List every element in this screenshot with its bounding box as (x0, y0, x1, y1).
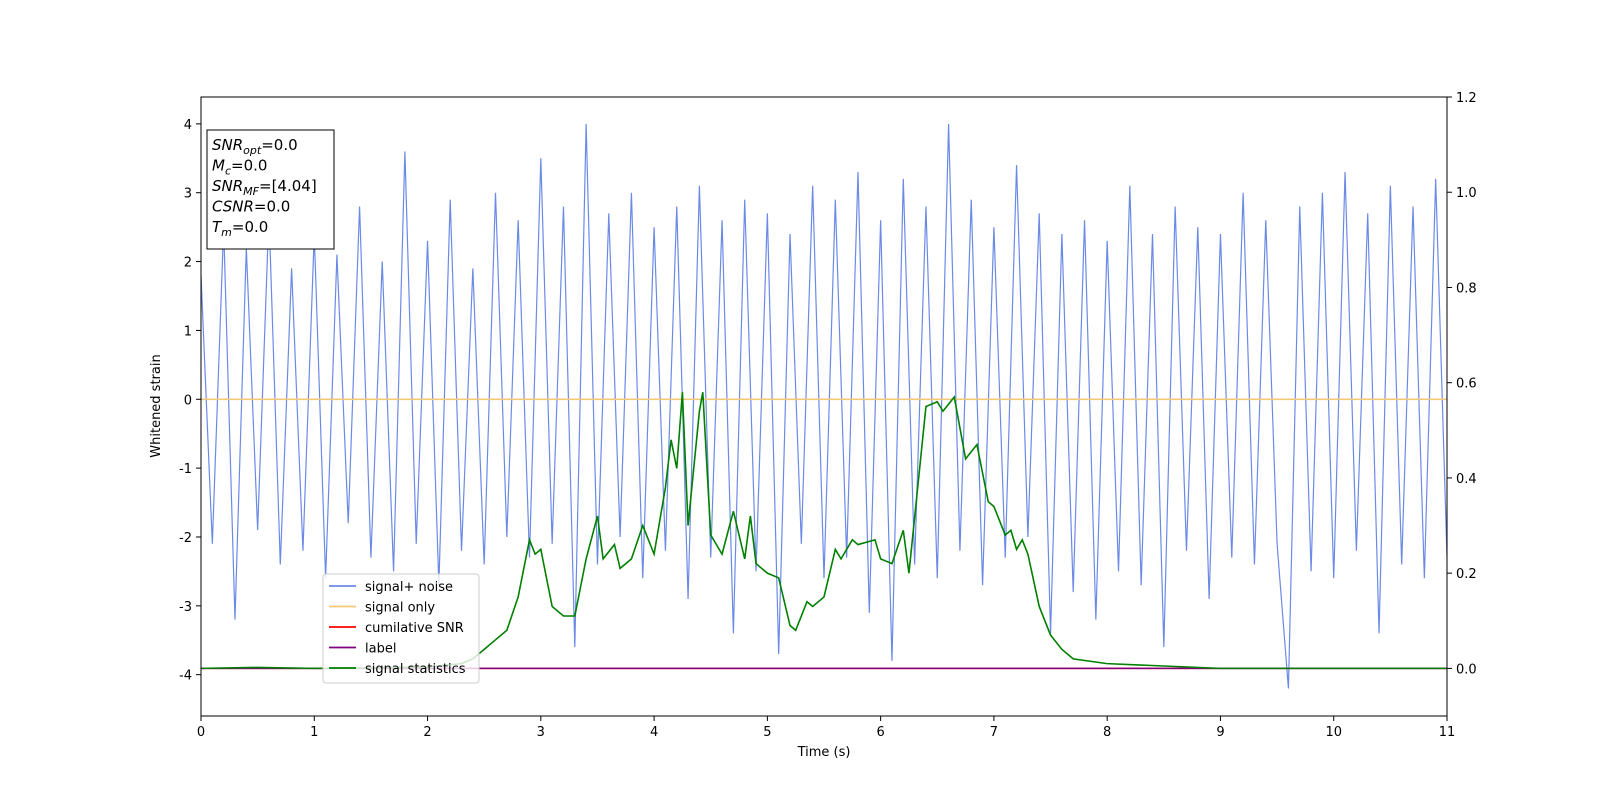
legend-box (322, 573, 480, 684)
legend: signal+ noise signal only cumilative SNR la… (322, 573, 480, 684)
annotation-sub: c (225, 165, 231, 178)
y-tick-label: -2 (179, 531, 192, 546)
annotation-line: Mc=0.0 (212, 157, 267, 178)
y2-tick-label: 0.2 (1456, 567, 1477, 582)
y-tick-label: -3 (179, 600, 192, 615)
legend-label: signal+ noise (365, 580, 453, 595)
x-tick-label: 9 (1216, 725, 1224, 740)
y-tick-label: 3 (184, 187, 192, 202)
y-tick-label: -1 (179, 462, 192, 477)
y-tick-label: 1 (184, 324, 192, 339)
annotation-rest: =[4.04] (259, 177, 317, 195)
x-tick-label: 8 (1103, 725, 1111, 740)
y-tick-label: 4 (184, 118, 192, 133)
y-axis-label: Whitened strain (149, 354, 164, 457)
y-tick-label: -4 (179, 669, 192, 684)
y2-tick-label: 0.0 (1456, 662, 1477, 677)
y2-tick-label: 0.6 (1456, 377, 1477, 392)
legend-label: signal only (365, 601, 435, 616)
annotation-box (206, 129, 335, 250)
x-tick-label: 0 (197, 725, 205, 740)
x-tick-label: 4 (650, 725, 658, 740)
plot-frame (200, 96, 1448, 717)
x-axis-label: Time (s) (797, 745, 851, 760)
y2-tick-label: 1.2 (1456, 91, 1477, 106)
y2-tick-label: 0.4 (1456, 472, 1477, 487)
x-tick-label: 11 (1439, 725, 1456, 740)
x-tick-label: 7 (990, 725, 998, 740)
annotation-main: T (212, 218, 223, 236)
legend-label: label (365, 642, 396, 657)
y2-tick-label: 0.8 (1456, 281, 1477, 296)
annotation-line: CSNR=0.0 (212, 198, 290, 216)
annotation-rest: =0.0 (261, 136, 297, 154)
annotation-rest: =0.0 (254, 198, 290, 216)
legend-label: cumilative SNR (365, 621, 464, 636)
legend-label: signal statistics (365, 662, 466, 677)
annotation-line: SNRopt=0.0 (212, 136, 298, 157)
x-tick-label: 6 (876, 725, 884, 740)
x-tick-label: 2 (423, 725, 431, 740)
annotation-main: SNR (212, 136, 243, 154)
y-tick-label: 2 (184, 256, 192, 271)
annotation-main: M (212, 157, 225, 175)
annotation-line: SNRMF=[4.04] (212, 177, 317, 198)
annotation-line: Tm=0.0 (212, 218, 268, 239)
series-line (201, 123, 1447, 689)
y-tick-label: 0 (184, 393, 192, 408)
annotation-main: CSNR (212, 198, 254, 216)
annotation-sub: m (221, 226, 232, 239)
x-tick-label: 3 (537, 725, 545, 740)
annotation-rest: =0.0 (231, 157, 267, 175)
annotation-rest: =0.0 (232, 218, 268, 236)
series-line (201, 392, 1447, 670)
annotation-sub: opt (243, 144, 262, 157)
x-tick-label: 1 (310, 725, 318, 740)
x-tick-label: 5 (763, 725, 771, 740)
x-tick-label: 10 (1325, 725, 1342, 740)
annotation-main: SNR (212, 177, 243, 195)
y2-tick-label: 1.0 (1456, 186, 1477, 201)
annotation-sub: MF (243, 185, 259, 198)
